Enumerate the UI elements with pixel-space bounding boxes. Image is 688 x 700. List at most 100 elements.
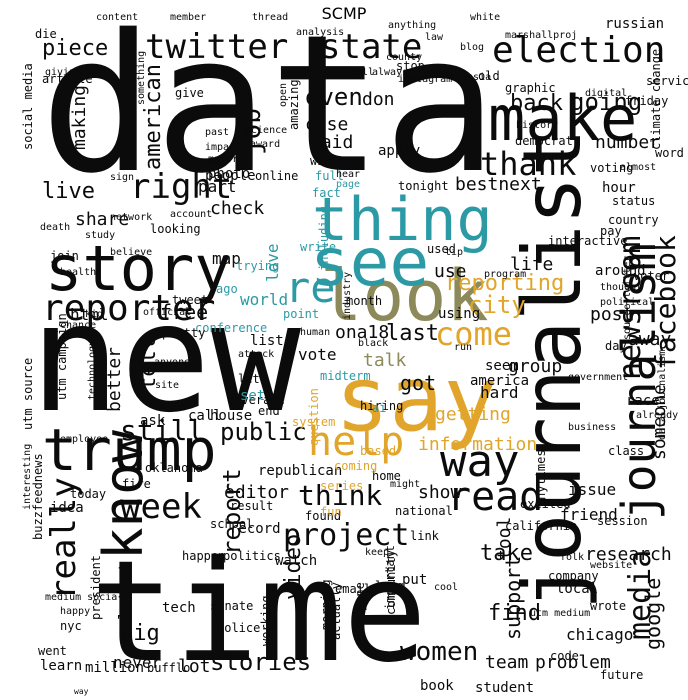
cloud-word: used [427,242,456,256]
cloud-word: facebook [649,235,682,370]
cloud-word: nyc [60,619,82,633]
cloud-word: ask [140,413,166,429]
cloud-word: full [315,169,344,183]
cloud-word: site [155,380,179,391]
cloud-word: day [605,339,627,353]
cloud-word: learn [40,658,82,674]
cloud-word: republican [258,463,342,479]
cloud-word: already [636,410,678,421]
cloud-word: code [550,649,579,663]
cloud-word: big [120,621,160,646]
cloud-word: fire [122,477,151,491]
cloud-word: talk [363,350,407,371]
cloud-word: way [74,687,89,696]
cloud-word: let [238,372,260,386]
cloud-word: including [317,206,331,271]
cloud-word: cool [434,582,458,593]
cloud-word: sign [110,172,134,183]
cloud-word: morning [319,579,333,630]
cloud-word: love [263,243,282,282]
cloud-word: way [440,436,519,487]
cloud-word: don [362,89,395,110]
cloud-word: watch [275,553,317,569]
cloud-word: bestnext [455,174,542,195]
cloud-word: anyone [154,357,190,368]
cloud-word: utm campaign [55,313,69,400]
cloud-word: looking [150,222,201,236]
cloud-word: content [96,12,138,23]
cloud-word: say [335,347,498,452]
cloud-word: word [655,146,684,160]
cloud-word: history [516,120,558,131]
cloud-word: trying [236,259,279,273]
cloud-word: hard [480,383,519,402]
cloud-word: tip [445,247,463,258]
cloud-word: information [418,434,537,455]
cloud-word: went [38,644,67,658]
cloud-word: make [488,82,637,155]
cloud-word: write [300,240,336,254]
cloud-word: science [245,125,287,136]
cloud-word: project [283,518,409,553]
cloud-word: senate [210,599,253,613]
cloud-word: status [612,194,655,208]
cloud-word: police [217,621,260,635]
cloud-word: excited [520,497,571,511]
cloud-word: right [130,167,232,207]
cloud-word: folk [560,552,584,563]
cloud-word: take [480,541,533,566]
cloud-word: die [35,27,57,41]
cloud-word: reporting [445,271,564,296]
cloud-word: pay [600,224,622,238]
cloud-word: instagram [398,74,452,85]
cloud-word: thank [480,145,576,183]
cloud-word: oklahoma [145,461,203,475]
cloud-word: anything [388,20,436,31]
cloud-word: tonight [398,179,449,193]
cloud-word: data journalism [657,350,668,440]
cloud-word: utm source [21,358,35,430]
cloud-word: research [585,544,672,565]
cloud-word: latest [115,562,134,620]
cloud-word: html [70,305,109,324]
cloud-word: death [40,222,70,233]
cloud-word: link [410,529,440,543]
cloud-word: apply [378,143,420,159]
cloud-word: help [308,419,404,465]
cloud-word: poll [350,67,374,78]
cloud-word: email [335,582,371,596]
cloud-word: might [390,479,420,490]
cloud-word: stories [210,648,311,676]
cloud-word: county [386,52,422,63]
cloud-word: america [470,373,529,389]
cloud-word: run [454,342,472,353]
cloud-word: government [568,372,628,383]
cloud-word: number [595,132,660,153]
cloud-word: friend [560,505,618,524]
cloud-word: set [240,388,265,404]
cloud-word: giving [45,67,81,78]
cloud-word: industry [342,272,353,320]
cloud-word: really [44,477,84,600]
cloud-word: attack [238,349,274,360]
cloud-word: case [305,114,348,135]
cloud-word: making [69,85,90,150]
cloud-word: thread [252,12,288,23]
cloud-word: session [597,514,648,528]
cloud-word: kid [85,309,103,320]
cloud-word: business [568,422,616,433]
cloud-word: piece [42,36,108,61]
cloud-word: impact [205,142,241,153]
cloud-word: even [305,83,363,111]
cloud-word: end [258,404,280,418]
cloud-word: race [626,393,660,409]
cloud-word: tweet [172,293,208,307]
cloud-word: thought [600,282,642,293]
cloud-word: ona18 [335,322,389,343]
cloud-word: democrat [515,134,573,148]
cloud-word: midterm [320,369,371,383]
cloud-word: list [250,333,284,349]
cloud-word: fact [312,186,341,200]
cloud-word: record [230,521,281,537]
